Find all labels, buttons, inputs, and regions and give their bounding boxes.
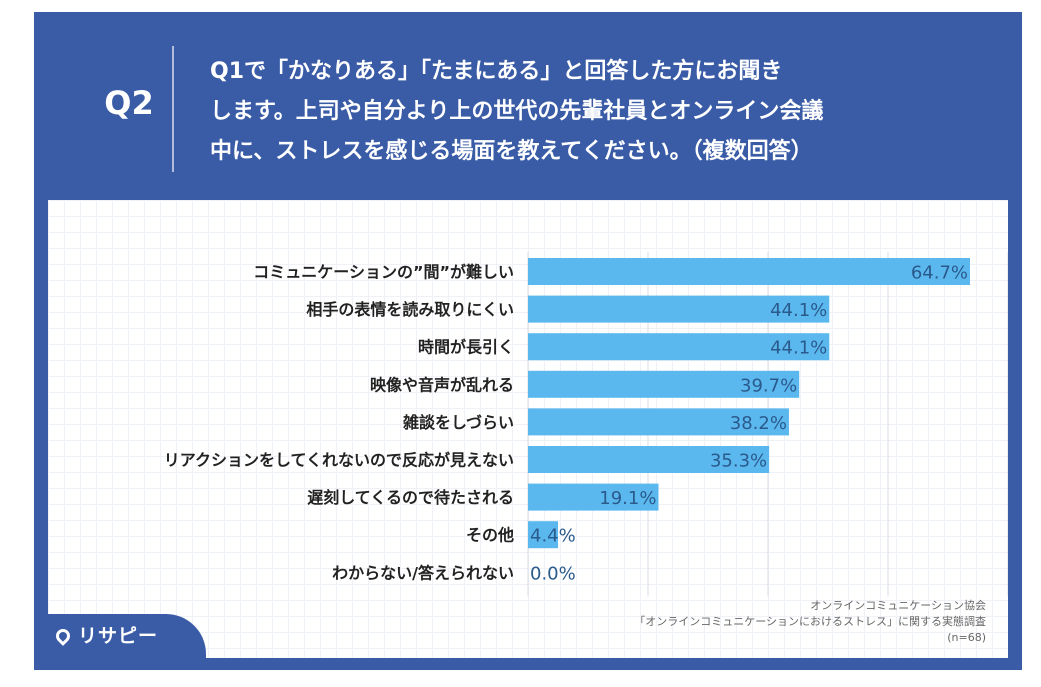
category-label: わからない/答えられない (332, 563, 514, 582)
source-org: オンラインコミュニケーション協会 (810, 599, 986, 612)
value-label: 64.7% (911, 263, 968, 284)
bar (528, 258, 970, 285)
question-number: Q2 (104, 84, 154, 122)
bar-chart: コミュニケーションの”間”が難しい 64.7% 相手の表情を読み取りにくい 44.1%… (164, 252, 1008, 597)
bar (528, 408, 789, 436)
header-divider (172, 46, 174, 172)
value-label: 19.1% (599, 488, 656, 509)
source-note: オンラインコミュニケーション協会 「オンラインコミュニケーションにおけるストレス… (634, 598, 986, 646)
source-survey: 「オンラインコミュニケーションにおけるストレス」に関する実態調査 (634, 615, 986, 628)
question-line: 中に、ストレスを感じる場面を教えてください。（複数回答） (210, 139, 813, 164)
value-label: 39.7% (740, 375, 797, 396)
category-label: 時間が長引く (418, 338, 514, 357)
value-label: 4.4% (530, 526, 576, 547)
pin-icon (53, 626, 73, 646)
value-label: 0.0% (530, 563, 576, 584)
category-label: その他 (466, 526, 514, 545)
category-label: 相手の表情を読み取りにくい (306, 300, 514, 319)
bar (528, 446, 770, 473)
bar (528, 370, 800, 398)
bar (528, 483, 659, 511)
survey-card: Q2 Q1で「かなりある」「たまにある」と回答した方にお聞き します。上司や自分… (34, 12, 1022, 670)
category-label: 雑談をしづらい (402, 413, 514, 432)
question-line: Q1で「かなりある」「たまにある」と回答した方にお聞き (210, 59, 783, 84)
question-text: Q1で「かなりある」「たまにある」と回答した方にお聞き します。上司や自分より上… (210, 52, 1000, 172)
category-label: コミュニケーションの”間”が難しい (253, 263, 514, 282)
brand-logo: リサピー (48, 614, 206, 658)
question-line: します。上司や自分より上の世代の先輩社員とオンライン会議 (210, 99, 824, 124)
category-label: リアクションをしてくれないので反応が見えない (164, 451, 514, 470)
chart-panel: コミュニケーションの”間”が難しい 64.7% 相手の表情を読み取りにくい 44.1%… (48, 200, 1008, 658)
value-label: 44.1% (770, 300, 827, 321)
value-label: 35.3% (710, 451, 767, 472)
value-label: 38.2% (730, 413, 787, 434)
sample-size: (n=68) (947, 631, 986, 644)
category-label: 遅刻してくるので待たされる (307, 488, 514, 507)
bar (528, 521, 559, 549)
category-label: 映像や音声が乱れる (370, 375, 514, 394)
bar (528, 295, 830, 323)
logo-text: リサピー (78, 625, 159, 647)
value-label: 44.1% (770, 338, 827, 359)
bar (528, 333, 830, 361)
